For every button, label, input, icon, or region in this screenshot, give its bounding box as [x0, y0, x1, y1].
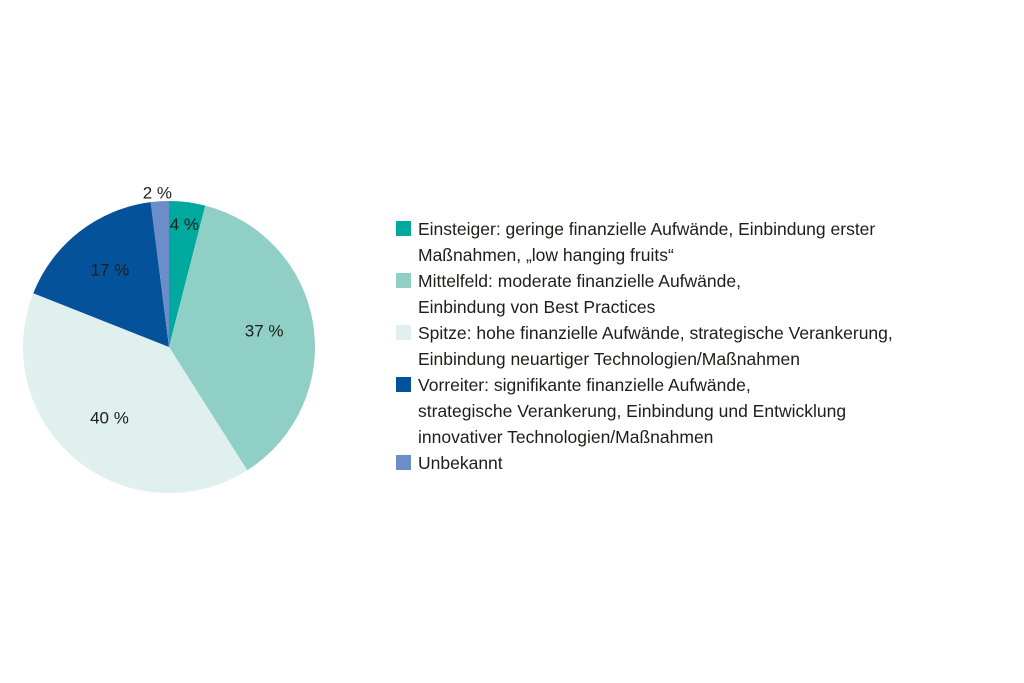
legend-item-3: Spitze: hohe finanzielle Aufwände, strat…: [396, 320, 1006, 372]
pie-slice-label-1: 4 %: [170, 215, 199, 234]
pie-slice-4: [33, 202, 170, 347]
legend-text-3-line-2: Einbindung neuartiger Technologien/Maßna…: [418, 349, 801, 369]
legend-text-4-line-2: strategische Verankerung, Einbindung und…: [418, 401, 847, 421]
legend-text-5-line-1: Unbekannt: [418, 453, 503, 473]
legend-text-4-line-3: innovativer Technologien/Maßnahmen: [418, 427, 714, 447]
pie-slice-2: [169, 205, 315, 471]
legend-swatch-4: [396, 377, 411, 392]
pie-labels: 4 % 37 % 40 % 17 % 2 %: [90, 183, 283, 427]
legend-text-4-line-1: Vorreiter: signifikante finanzielle Aufw…: [418, 375, 751, 395]
legend-text-2-line-2: Einbindung von Best Practices: [418, 297, 656, 317]
legend-text-1-line-2: Maßnahmen, „low hanging fruits“: [418, 245, 674, 265]
pie-slice-1: [169, 201, 206, 347]
legend-swatch-1: [396, 221, 411, 236]
legend-text-2-line-1: Mittelfeld: moderate finanzielle Aufwänd…: [418, 271, 741, 291]
pie-slice-label-4: 17 %: [91, 260, 130, 279]
pie-slice-3: [23, 293, 248, 493]
pie-slice-label-5: 2 %: [143, 183, 172, 202]
legend-swatch-2: [396, 273, 411, 288]
legend-text-1-line-1: Einsteiger: geringe finanzielle Aufwände…: [418, 219, 876, 239]
legend-text-3-line-1: Spitze: hohe finanzielle Aufwände, strat…: [418, 323, 893, 343]
legend-swatch-5: [396, 455, 411, 470]
pie-slice-label-3: 40 %: [90, 408, 129, 427]
legend-swatch-3: [396, 325, 411, 340]
legend-item-4: Vorreiter: signifikante finanzielle Aufw…: [396, 372, 1006, 450]
legend-item-2: Mittelfeld: moderate finanzielle Aufwänd…: [396, 268, 1006, 320]
pie-chart: 4 % 37 % 40 % 17 % 2 %: [23, 183, 315, 493]
pie-slice-label-2: 37 %: [245, 321, 284, 340]
legend: Einsteiger: geringe finanzielle Aufwände…: [396, 216, 1006, 476]
pie-slices: [23, 201, 315, 493]
legend-item-5: Unbekannt: [396, 450, 1006, 476]
pie-slice-5: [150, 201, 169, 347]
legend-item-1: Einsteiger: geringe finanzielle Aufwände…: [396, 216, 1006, 268]
